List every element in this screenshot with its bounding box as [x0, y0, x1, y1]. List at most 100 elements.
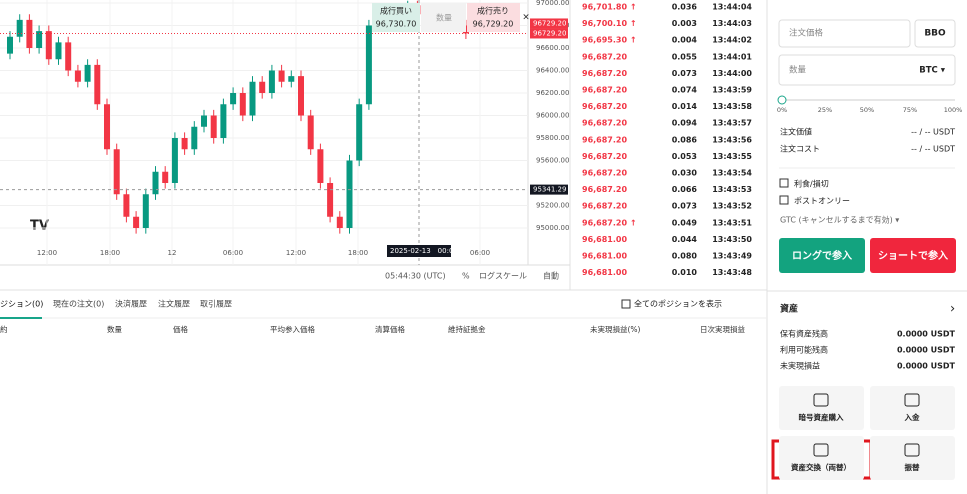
- auto-toggle[interactable]: 自動: [543, 271, 559, 281]
- x-tick-label: 12:00: [37, 249, 57, 257]
- y-tick-label: 95200.00: [536, 202, 569, 210]
- action-tile[interactable]: [870, 386, 955, 430]
- x-tick-label: 06:00: [223, 249, 243, 257]
- candle-body: [249, 81, 256, 116]
- trade-price: 96,687.20: [582, 169, 627, 178]
- trade-price: 96,687.20: [582, 102, 627, 111]
- tpsl-label: 利食/損切: [794, 179, 829, 189]
- slider-label: 0%: [777, 106, 787, 114]
- trade-time: 13:43:54: [712, 169, 752, 178]
- price-badge-label: 96729.20: [533, 29, 566, 37]
- price-badge: [530, 184, 568, 195]
- y-tick-label: 97000.00: [536, 0, 569, 7]
- tab[interactable]: 決済履歴: [115, 299, 147, 309]
- action-tile[interactable]: [779, 386, 864, 430]
- trade-amount: 0.036: [672, 3, 698, 12]
- trade-time: 13:43:51: [712, 218, 752, 227]
- slider-handle[interactable]: [777, 95, 787, 105]
- trade-amount: 0.066: [672, 185, 698, 194]
- trade-amount: 0.073: [672, 202, 697, 211]
- candle-body: [201, 115, 207, 127]
- short-button[interactable]: [870, 238, 956, 273]
- tab[interactable]: 現在の注文(0): [53, 299, 104, 309]
- trade-amount: 0.073: [672, 69, 697, 78]
- tile-label: 暗号資産購入: [799, 412, 844, 422]
- tab[interactable]: 注文履歴: [158, 299, 190, 309]
- tab[interactable]: ジション(0): [0, 300, 43, 309]
- candle-body: [346, 160, 353, 228]
- trade-price: 96,687.20: [582, 52, 627, 61]
- column-header: 未実現損益(%): [590, 324, 641, 334]
- cost-text: -- / -- USDT: [911, 145, 955, 154]
- unit-select[interactable]: BTC ▾: [919, 66, 945, 76]
- sell-button[interactable]: [467, 3, 520, 32]
- candle-body: [104, 104, 110, 150]
- short-label: ショートで参入: [878, 249, 948, 262]
- column-header: 価格: [173, 324, 188, 334]
- trade-amount: 0.074: [672, 86, 698, 95]
- candle-body: [220, 104, 227, 138]
- checkbox[interactable]: [621, 299, 631, 309]
- trade-time: 13:44:04: [712, 3, 752, 12]
- trade-amount: 0.049: [672, 218, 698, 227]
- candle-body: [94, 64, 101, 105]
- trade-amount: 0.004: [672, 36, 698, 45]
- tif-select[interactable]: GTC (キャンセルするまで有効) ▾: [780, 215, 899, 225]
- candle-body: [55, 42, 62, 60]
- tile-icon: [813, 443, 829, 457]
- sell-price: 96,729.20: [473, 20, 514, 29]
- candle-body: [307, 115, 314, 150]
- tile-label: 入金: [904, 412, 920, 422]
- buy-button[interactable]: [372, 3, 420, 32]
- candle-body: [327, 183, 334, 217]
- price-placeholder: 注文価格: [789, 28, 824, 39]
- price-input[interactable]: [778, 19, 911, 48]
- tile-icon: [904, 443, 920, 457]
- column-header: 維持証拠金: [448, 324, 486, 334]
- log-toggle[interactable]: ログスケール: [479, 271, 527, 281]
- action-tile[interactable]: [870, 436, 955, 480]
- trade-amount: 0.053: [672, 152, 697, 161]
- candle-body: [74, 70, 81, 82]
- checkbox[interactable]: [779, 178, 789, 188]
- tile-label: 振替: [905, 462, 920, 472]
- candle-body: [152, 171, 159, 195]
- candle-body: [298, 76, 304, 116]
- trade-amount: 0.003: [672, 19, 697, 28]
- price-badge: [530, 18, 568, 29]
- candle-body: [259, 81, 266, 93]
- tab[interactable]: 取引履歴: [200, 300, 232, 309]
- y-tick-label: 95000.00: [536, 224, 569, 232]
- tile-icon: [904, 393, 920, 407]
- time-badge: [387, 245, 451, 257]
- trade-time: 13:43:56: [712, 135, 752, 144]
- action-tile[interactable]: [779, 436, 864, 480]
- trade-price: 96,687.20: [582, 185, 627, 194]
- x-tick-label: 18:00: [100, 249, 120, 257]
- qty-input[interactable]: [778, 54, 956, 86]
- candle-body: [133, 216, 140, 228]
- trade-price: 96,687.20: [582, 69, 627, 78]
- trade-time: 13:43:59: [712, 86, 752, 95]
- long-button[interactable]: [779, 238, 865, 273]
- candle-body: [356, 104, 363, 161]
- y-tick-label: 96200.00: [536, 89, 569, 97]
- column-header: 平均参入価格: [270, 324, 315, 334]
- tile-label: 資産交換（両替）: [791, 462, 851, 472]
- cost-label: 注文コスト: [780, 144, 820, 154]
- close-icon[interactable]: ×: [522, 13, 530, 23]
- asset-label: 未実現損益: [780, 361, 820, 371]
- trade-amount: 0.044: [672, 235, 698, 244]
- trade-amount: 0.094: [672, 119, 698, 128]
- y-tick-label: 96400.00: [536, 67, 569, 75]
- bbo-button[interactable]: [914, 19, 956, 48]
- asset-value: 0.0000 USDT: [897, 346, 956, 355]
- candle-body: [268, 70, 275, 93]
- pct-toggle[interactable]: %: [462, 272, 470, 281]
- crosshair-time: 2025-02-13 00:00: [390, 247, 458, 255]
- candle-body: [230, 93, 237, 105]
- chevron[interactable]: ›: [950, 302, 955, 317]
- checkbox[interactable]: [779, 195, 789, 205]
- trade-time: 13:43:53: [712, 185, 752, 194]
- trade-time: 13:43:48: [712, 268, 752, 277]
